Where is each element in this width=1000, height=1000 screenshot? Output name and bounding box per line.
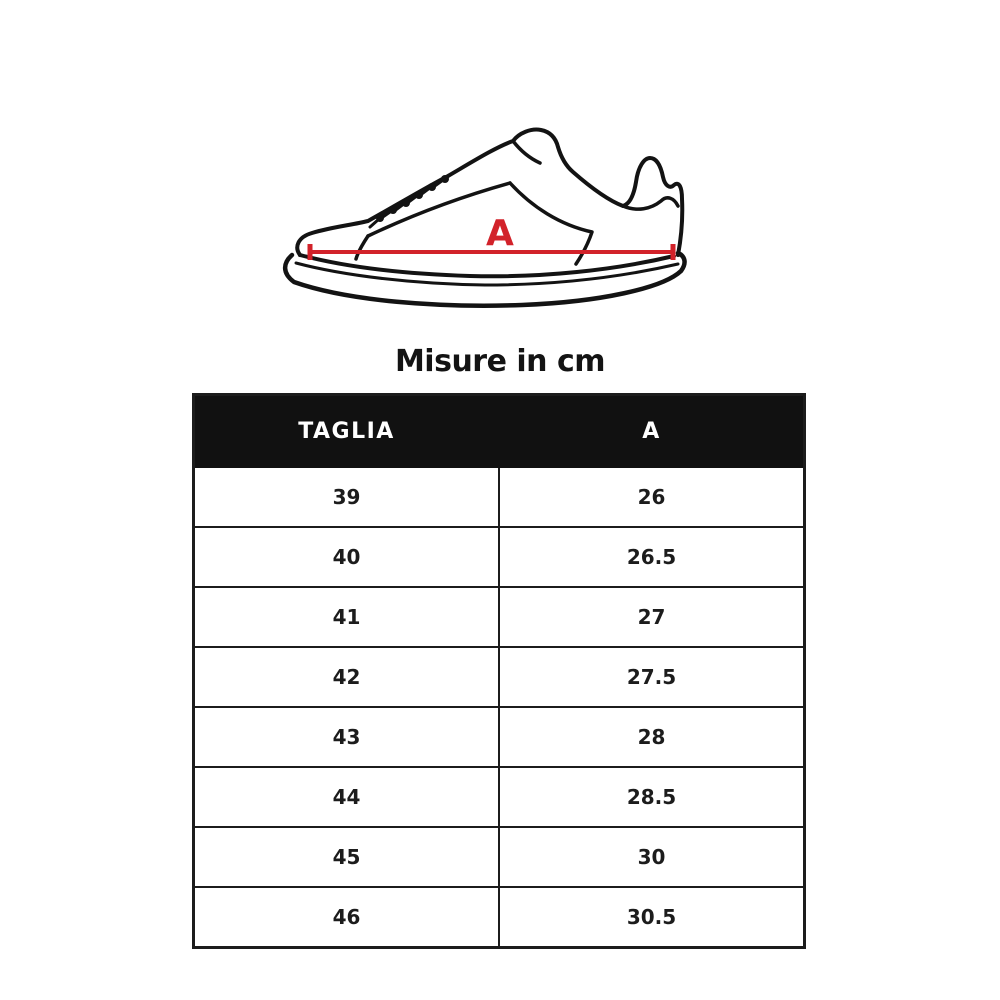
shoe-lace-dots [376,175,449,222]
shoe-sole-mid-seam [294,261,680,287]
col-header-taglia: TAGLIA [192,393,500,468]
shoe-toe-seam [354,234,370,261]
shoe-tongue-line [511,139,542,165]
table-cell: 30.5 [498,886,806,949]
table-cell: 28.5 [498,766,806,828]
table-cell: 44 [192,766,500,828]
table-cell: 26 [498,466,806,528]
table-row: 42 27.5 [192,646,806,708]
size-table-body: 39 26 40 26.5 41 27 42 27.5 43 28 44 28.5 45 30 46 30.5 [192,466,806,949]
size-table-header-row: TAGLIA A [192,393,806,468]
shoe-heel-counter-seam [621,196,680,211]
shoe-quarter-seam [508,181,594,266]
table-cell: 46 [192,886,500,949]
shoe-sole-top-seam [298,253,676,279]
col-header-a: A [498,393,806,468]
table-row: 43 28 [192,706,806,768]
table-row: 39 26 [192,466,806,528]
shoe-diagram: A [282,127,687,308]
shoe-eyestay-seam [366,181,512,238]
table-row: 41 27 [192,586,806,648]
table-row: 45 30 [192,826,806,888]
table-cell: 39 [192,466,500,528]
table-cell: 26.5 [498,526,806,588]
table-cell: 30 [498,826,806,888]
table-cell: 45 [192,826,500,888]
table-cell: 40 [192,526,500,588]
table-cell: 42 [192,646,500,708]
table-row: 46 30.5 [192,886,806,949]
table-cell: 41 [192,586,500,648]
table-cell: 28 [498,706,806,768]
table-cell: 43 [192,706,500,768]
shoe-outsole [282,250,687,308]
table-row: 44 28.5 [192,766,806,828]
measurement-a [307,244,676,260]
table-cell: 27.5 [498,646,806,708]
table-cell: 27 [498,586,806,648]
page-title: Misure in cm [394,344,606,379]
measurement-label-a: A [486,213,514,254]
size-table: TAGLIA A 39 26 40 26.5 41 27 42 27.5 43 28 44 28.5 4… [192,393,806,949]
table-row: 40 26.5 [192,526,806,588]
